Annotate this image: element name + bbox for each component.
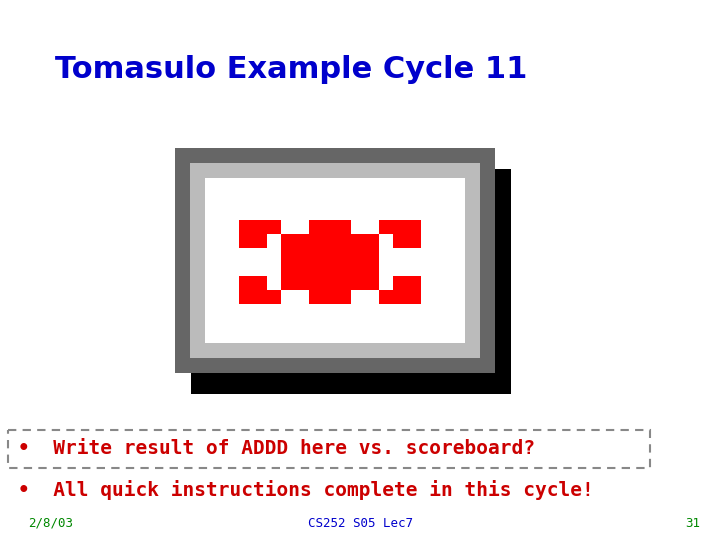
Bar [239, 220, 253, 234]
Bar [253, 220, 267, 234]
Bar [281, 262, 295, 276]
Bar [295, 234, 309, 248]
Bar [337, 248, 351, 262]
Bar [295, 248, 309, 262]
Bar [393, 220, 407, 234]
Bar [323, 262, 337, 276]
Bar [337, 220, 351, 234]
Bar [351, 262, 365, 276]
Bar [323, 220, 337, 234]
Bar [309, 290, 323, 304]
Bar [351, 248, 365, 262]
Bar [379, 220, 393, 234]
Bar [407, 220, 421, 234]
Bar [393, 234, 407, 248]
Bar [205, 178, 465, 343]
Bar [351, 234, 365, 248]
Text: 31: 31 [685, 517, 700, 530]
Bar [337, 290, 351, 304]
Bar [337, 234, 351, 248]
Bar [175, 148, 495, 373]
Bar [191, 169, 511, 394]
Bar [323, 276, 337, 290]
Bar [393, 276, 407, 290]
Bar [323, 248, 337, 262]
Bar [365, 276, 379, 290]
Bar [8, 430, 650, 468]
Bar [309, 276, 323, 290]
Text: •  Write result of ADDD here vs. scoreboard?: • Write result of ADDD here vs. scoreboa… [18, 440, 535, 458]
Bar [295, 262, 309, 276]
Bar [267, 290, 281, 304]
Bar [190, 163, 480, 358]
Bar [309, 234, 323, 248]
Bar [239, 234, 253, 248]
Bar [365, 262, 379, 276]
Bar [253, 234, 267, 248]
Bar [337, 276, 351, 290]
Text: Tomasulo Example Cycle 11: Tomasulo Example Cycle 11 [55, 55, 527, 84]
Bar [309, 262, 323, 276]
Bar [407, 290, 421, 304]
Text: •  All quick instructions complete in this cycle!: • All quick instructions complete in thi… [18, 480, 594, 500]
Bar [365, 248, 379, 262]
Bar [281, 276, 295, 290]
Bar [239, 276, 253, 290]
Bar [323, 290, 337, 304]
Bar [253, 276, 267, 290]
Bar [365, 234, 379, 248]
Text: CS252 S05 Lec7: CS252 S05 Lec7 [307, 517, 413, 530]
Bar [407, 276, 421, 290]
Bar [309, 220, 323, 234]
Bar [281, 248, 295, 262]
Bar [253, 290, 267, 304]
Bar [295, 276, 309, 290]
Bar [351, 276, 365, 290]
Bar [309, 248, 323, 262]
Bar [267, 220, 281, 234]
Bar [393, 290, 407, 304]
Bar [323, 234, 337, 248]
Bar [337, 262, 351, 276]
Bar [239, 290, 253, 304]
Bar [407, 234, 421, 248]
Text: 2/8/03: 2/8/03 [28, 517, 73, 530]
Bar [281, 234, 295, 248]
Bar [379, 290, 393, 304]
